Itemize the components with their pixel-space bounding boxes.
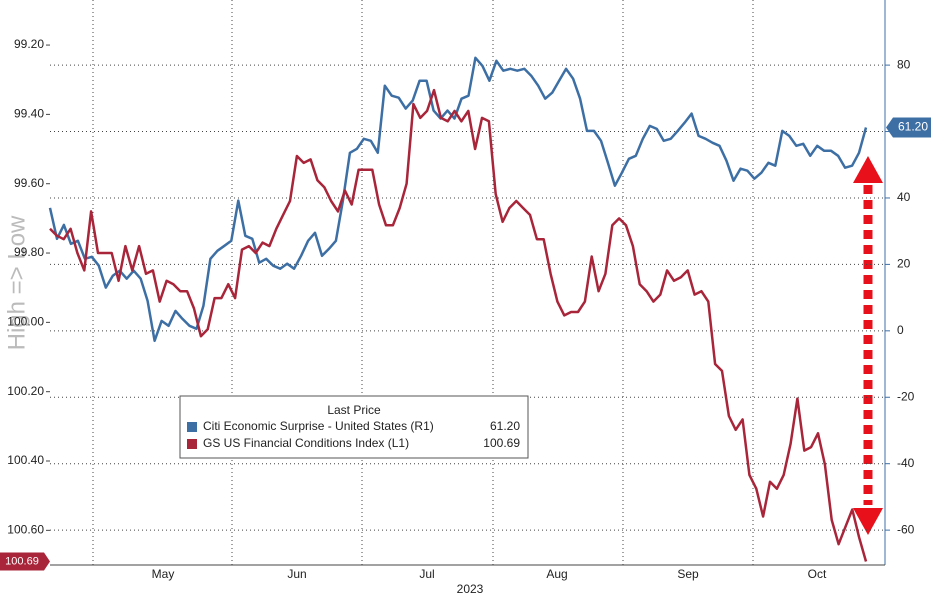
y-tick-label: 99.60 (14, 176, 44, 190)
x-tick-label: Jun (287, 567, 306, 581)
y-tick-label: 100.40 (7, 453, 44, 467)
legend-label: Citi Economic Surprise - United States (… (203, 419, 434, 433)
y-tick-label: 100.00 (7, 315, 44, 329)
x-tick-label: May (152, 567, 175, 581)
legend-box (179, 395, 529, 459)
x-tick-label: Jul (419, 567, 434, 581)
series-line (49, 88, 868, 562)
legend-title: Last Price (327, 403, 381, 417)
legend-value: 61.20 (490, 419, 520, 433)
y2-tick-label: -40 (897, 456, 915, 470)
y-axis-label: High => Low (3, 215, 30, 350)
x-axis-label: 2023 (457, 582, 484, 596)
series-line (48, 56, 868, 343)
last-value-tag (886, 117, 931, 138)
arrow-head-down (853, 508, 883, 535)
legend-swatch (187, 422, 197, 432)
x-tick-label: Oct (808, 567, 827, 581)
y2-tick-label: 80 (897, 57, 911, 71)
y2-tick-label: -60 (897, 522, 915, 536)
legend-value: 100.69 (483, 436, 520, 450)
y2-tick-label: -20 (897, 389, 915, 403)
x-tick-label: Sep (677, 567, 699, 581)
y-tick-label: 99.80 (14, 245, 44, 259)
legend-swatch (187, 439, 197, 449)
last-value-label: 61.20 (898, 120, 928, 134)
y-tick-label: 100.20 (7, 384, 44, 398)
last-value-label: 100.69 (5, 555, 39, 567)
y2-tick-label: 20 (897, 257, 911, 271)
legend: Last Price Citi Economic Surprise - Unit… (179, 395, 529, 459)
y-tick-label: 99.40 (14, 107, 44, 121)
y-tick-label: 99.20 (14, 37, 44, 51)
legend-label: GS US Financial Conditions Index (L1) (203, 436, 409, 450)
y2-tick-label: 0 (897, 323, 904, 337)
x-tick-label: Aug (546, 567, 567, 581)
y2-tick-label: 40 (897, 190, 911, 204)
y-tick-label: 100.60 (7, 523, 44, 537)
arrow-head-up (853, 156, 883, 183)
last-value-tag (0, 552, 50, 571)
